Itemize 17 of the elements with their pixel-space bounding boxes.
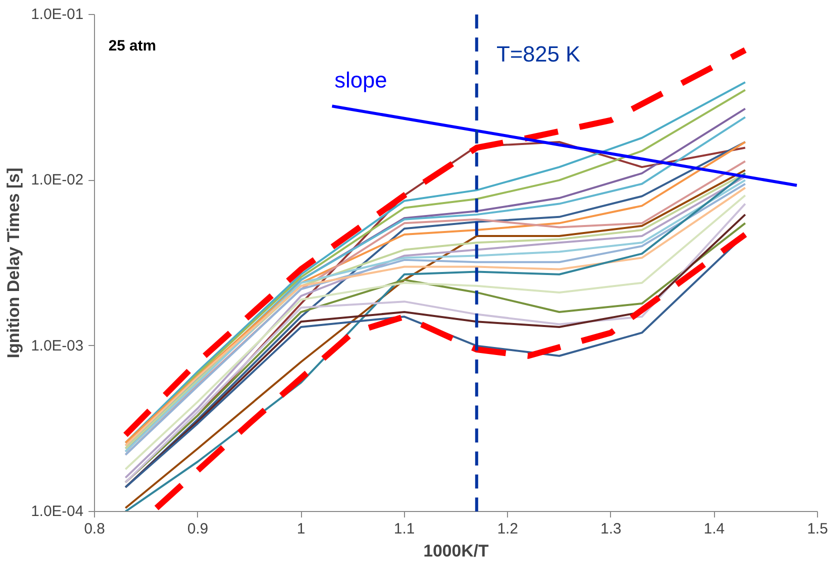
x-tick-label: 1.4 <box>704 520 725 538</box>
annotation: T=825 K <box>496 42 581 66</box>
x-tick-label: 1 <box>296 520 306 538</box>
x-tick-label: 0.9 <box>187 520 208 538</box>
y-axis-title: Ignition Delay Times [s] <box>4 168 23 358</box>
x-axis-title: 1000K/T <box>423 542 490 560</box>
y-tick-label: 1.0E-03 <box>30 337 84 354</box>
x-tick-label: 1.1 <box>394 520 415 538</box>
annotation: slope <box>334 68 388 92</box>
x-tick-label: 1.3 <box>600 520 622 538</box>
x-tick-label: 1.2 <box>497 520 518 538</box>
y-tick-label: 1.0E-04 <box>30 503 84 520</box>
x-tick-label: 1.5 <box>807 520 828 538</box>
annotation: 25 atm <box>108 38 156 54</box>
y-tick-label: 1.0E-02 <box>30 172 84 189</box>
x-tick-label: 0.8 <box>84 520 105 538</box>
y-tick-label: 1.0E-01 <box>30 6 84 23</box>
